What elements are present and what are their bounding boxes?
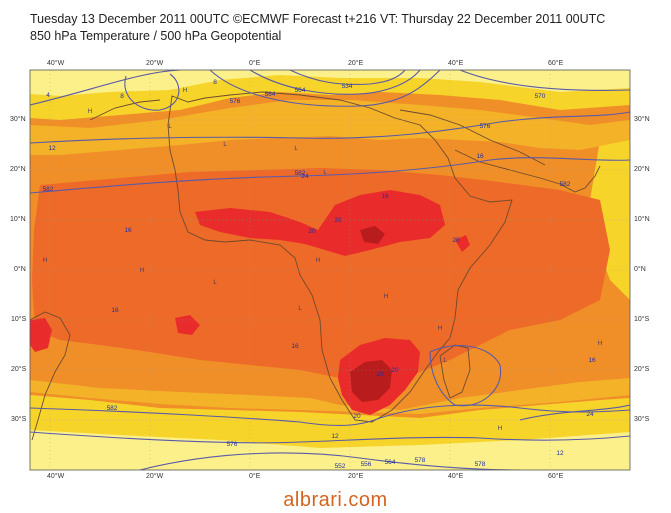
lat-tick-right-0n: 0°N (634, 266, 646, 273)
lon-tick-bottom-20w: 20°W (146, 473, 164, 480)
temperature-contour-label: 20 (308, 228, 316, 235)
pressure-centers: H H H H H H H H H L L L L L L L (43, 88, 602, 432)
lon-tick-bottom-40w: 40°W (47, 473, 65, 480)
low-pressure-marker: L (223, 142, 227, 148)
temperature-contour-label: 20 (334, 217, 342, 224)
high-pressure-marker: H (598, 341, 602, 347)
lon-tick-bottom-20e: 20°E (348, 473, 364, 480)
lon-tick-top-40w: 40°W (47, 60, 65, 67)
low-pressure-marker: L (323, 170, 327, 176)
lat-tick-right-10n: 10°N (634, 216, 650, 223)
lon-tick-top-40e: 40°E (448, 60, 464, 67)
lon-tick-bottom-60e: 60°E (548, 473, 564, 480)
temperature-field-yellow (30, 70, 630, 470)
temperature-contour-label: 16 (381, 193, 389, 200)
temperature-contour-label: 24 (301, 173, 309, 180)
geopotential-contour-label: 582 (295, 170, 306, 177)
low-pressure-marker: L (294, 146, 298, 152)
geopotential-contour-label: 582 (107, 405, 118, 412)
temperature-contour-label: 4 (46, 92, 50, 99)
temperature-field-dark-red (350, 226, 392, 402)
high-pressure-marker: H (88, 109, 92, 115)
lat-tick-left-10s: 10°S (11, 316, 27, 323)
high-pressure-marker: H (498, 426, 502, 432)
lat-tick-left-30n: 30°N (10, 116, 26, 123)
temperature-contour-label: 20 (452, 237, 460, 244)
map-title-line-2: 850 hPa Temperature / 500 hPa Geopotenti… (30, 29, 282, 43)
lat-tick-right-20n: 20°N (634, 166, 650, 173)
temperature-field-deep-orange (32, 168, 610, 380)
low-pressure-marker: L (168, 124, 172, 130)
high-pressure-marker: H (183, 88, 187, 94)
geopotential-contour-label: 582 (43, 186, 54, 193)
temperature-contour-label: 16 (124, 227, 132, 234)
temperature-contour-label: 20 (353, 413, 361, 420)
geopotential-contour-label: 564 (385, 459, 396, 466)
lat-tick-right-20s: 20°S (634, 366, 650, 373)
lat-tick-left-20s: 20°S (11, 366, 27, 373)
high-pressure-marker: H (316, 258, 320, 264)
temperature-contour-label: 8 (213, 79, 217, 86)
geopotential-contour-label: 576 (227, 441, 238, 448)
contour-labels: 534 552 556 564 564 564 570 576 576 576 578 578 582 5… (43, 79, 596, 470)
lon-tick-bottom-0e: 0°E (249, 473, 261, 480)
lat-tick-right-10s: 10°S (634, 316, 650, 323)
lat-tick-left-30s: 30°S (11, 416, 27, 423)
lon-tick-top-60e: 60°E (548, 60, 564, 67)
low-pressure-marker: L (443, 358, 447, 364)
geopotential-contour-label: 576 (480, 123, 491, 130)
high-pressure-marker: H (43, 258, 47, 264)
low-pressure-marker: L (213, 280, 217, 286)
lat-tick-left-20n: 20°N (10, 166, 26, 173)
temperature-contour-label: 20 (391, 367, 399, 374)
site-watermark: albrari.com (283, 489, 388, 511)
lon-tick-top-0e: 0°E (249, 60, 261, 67)
geopotential-contour-label: 570 (535, 93, 546, 100)
geopotential-contour-label: 564 (265, 91, 276, 98)
temperature-contour-label: 12 (556, 450, 564, 457)
geopotential-contour-label: 556 (361, 461, 372, 468)
geopotential-contour-label: 552 (335, 463, 346, 470)
temperature-contour-label: 16 (588, 357, 596, 364)
map-title-line-1: Tuesday 13 December 2011 00UTC ©ECMWF Fo… (30, 12, 606, 26)
temperature-contour-label: 12 (331, 433, 339, 440)
temperature-contour-label: 8 (120, 93, 124, 100)
high-pressure-marker: H (438, 326, 442, 332)
lat-tick-left-10n: 10°N (10, 216, 26, 223)
geopotential-contour-label: 576 (230, 98, 241, 105)
high-pressure-marker: H (140, 268, 144, 274)
geopotential-contour-label: 564 (295, 87, 306, 94)
high-pressure-marker: H (384, 294, 388, 300)
lat-tick-right-30s: 30°S (634, 416, 650, 423)
temperature-contour-label: 20 (376, 371, 384, 378)
temperature-contour-label: 16 (111, 307, 119, 314)
low-pressure-marker: L (298, 306, 302, 312)
lat-tick-left-0n: 0°N (14, 266, 26, 273)
temperature-contour-label: 12 (48, 145, 56, 152)
temperature-contour-label: 24 (586, 411, 594, 418)
lon-tick-top-20e: 20°E (348, 60, 364, 67)
graticule (30, 70, 630, 470)
temperature-field-light-orange (30, 100, 630, 414)
geopotential-contour-label: 578 (475, 461, 486, 468)
temperature-contour-label: 16 (476, 153, 484, 160)
lon-tick-top-20w: 20°W (146, 60, 164, 67)
geopotential-contours (30, 70, 630, 470)
lat-tick-right-30n: 30°N (634, 116, 650, 123)
lon-tick-bottom-40e: 40°E (448, 473, 464, 480)
geopotential-contour-label: 582 (560, 181, 571, 188)
geopotential-contour-label: 578 (415, 457, 426, 464)
temperature-contour-label: 16 (291, 343, 299, 350)
temperature-field-red (30, 190, 470, 415)
geopotential-contour-label: 534 (342, 83, 353, 90)
